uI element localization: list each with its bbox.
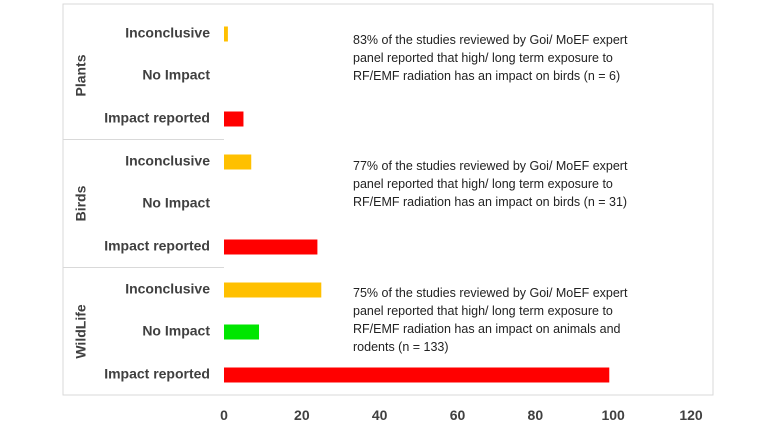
bar	[224, 282, 322, 298]
annotation-line: 77% of the studies reviewed by Goi/ MoEF…	[353, 159, 628, 173]
bar	[224, 239, 318, 255]
annotation-line: RF/EMF radiation has an impact on birds …	[353, 69, 620, 83]
annotation-layer: 83% of the studies reviewed by Goi/ MoEF…	[353, 33, 628, 354]
x-axis: 0 20 40 60 80 100 120	[220, 407, 703, 423]
x-tick-label: 80	[528, 407, 544, 423]
annotation-line: panel reported that high/ long term expo…	[353, 304, 613, 318]
category-label: No Impact	[142, 195, 210, 211]
x-tick-label: 40	[372, 407, 388, 423]
bar	[224, 111, 244, 127]
annotation-line: RF/EMF radiation has an impact on animal…	[353, 322, 621, 336]
annotation-line: panel reported that high/ long term expo…	[353, 177, 613, 191]
x-tick-label: 120	[679, 407, 703, 423]
annotation-line: RF/EMF radiation has an impact on birds …	[353, 195, 627, 209]
x-tick-label: 0	[220, 407, 228, 423]
category-label: No Impact	[142, 323, 210, 339]
annotation-line: 75% of the studies reviewed by Goi/ MoEF…	[353, 286, 628, 300]
group-layer: Plants Inconclusive No Impact Impact report…	[63, 25, 224, 382]
category-label: No Impact	[142, 67, 210, 83]
chart-frame	[62, 3, 714, 396]
group-label: Plants	[73, 54, 89, 96]
x-tick-label: 100	[601, 407, 625, 423]
annotation-line: rodents (n = 133)	[353, 340, 449, 354]
annotation-line: 83% of the studies reviewed by Goi/ MoEF…	[353, 33, 628, 47]
category-label: Impact reported	[104, 366, 210, 382]
bar	[224, 324, 260, 340]
group-label: Birds	[73, 185, 89, 221]
category-label: Inconclusive	[125, 25, 210, 41]
bar-layer	[224, 26, 610, 383]
x-tick-label: 60	[450, 407, 466, 423]
annotation-line: panel reported that high/ long term expo…	[353, 51, 613, 65]
category-label: Inconclusive	[125, 281, 210, 297]
bar	[224, 367, 610, 383]
group-label: WildLife	[73, 304, 89, 359]
bar	[224, 154, 252, 170]
category-label: Impact reported	[104, 110, 210, 126]
x-tick-label: 20	[294, 407, 310, 423]
bar	[224, 26, 228, 42]
category-label: Impact reported	[104, 238, 210, 254]
category-label: Inconclusive	[125, 153, 210, 169]
